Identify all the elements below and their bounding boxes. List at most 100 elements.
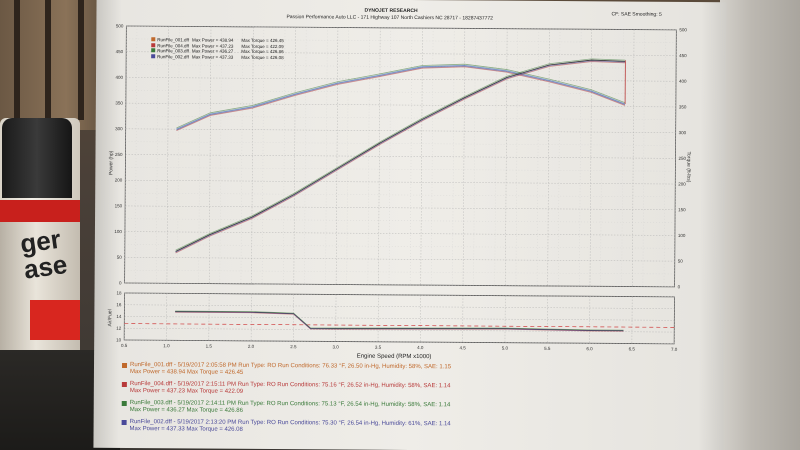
torque-curve bbox=[176, 63, 626, 129]
x-tick-label: 5.0 bbox=[502, 346, 509, 351]
legend-entry: RunFile_002.dff Max Power = 437.33 Max Tor… bbox=[151, 53, 284, 60]
y2-tick-label: 450 bbox=[679, 53, 687, 58]
af-gridline bbox=[124, 316, 675, 321]
x-minor-gridline bbox=[600, 29, 603, 287]
y-minor-gridline bbox=[125, 167, 676, 172]
legend-swatch bbox=[151, 37, 156, 42]
run-color-swatch bbox=[121, 362, 128, 369]
legend-file: RunFile_002.dff bbox=[157, 53, 189, 59]
airfuel-frame bbox=[123, 292, 675, 345]
x-minor-gridline bbox=[579, 29, 582, 287]
dyno-chart: 0 50 100 150 200 250 300 350 400 450 500 0 50 100 150 2… bbox=[107, 23, 691, 360]
y-gridline bbox=[125, 102, 676, 108]
y2-tick-label: 400 bbox=[679, 79, 687, 84]
spray-can-band bbox=[0, 200, 80, 222]
x-minor-gridline bbox=[558, 29, 561, 287]
x-minor-gridline bbox=[219, 26, 222, 284]
af-tick-label: 14 bbox=[116, 314, 122, 319]
x-tick-label: 1.5 bbox=[206, 344, 213, 349]
y-minor-gridline bbox=[125, 192, 676, 198]
airfuel-reference-line bbox=[124, 323, 675, 328]
guitar-neck bbox=[14, 0, 20, 120]
torque-curve bbox=[176, 66, 626, 132]
power-curve bbox=[175, 59, 626, 252]
x-minor-gridline bbox=[431, 28, 434, 286]
x-gridline bbox=[674, 29, 677, 287]
guitar-neck bbox=[45, 0, 51, 120]
run-color-swatch bbox=[121, 381, 127, 388]
y2-tick-label: 150 bbox=[678, 207, 686, 212]
x-tick-label: 1.0 bbox=[163, 343, 170, 348]
af-gridline bbox=[124, 304, 675, 309]
y-tick-label: 150 bbox=[115, 203, 123, 208]
legend-file: RunFile_001.dff bbox=[157, 37, 190, 43]
y-gridline bbox=[125, 154, 676, 159]
x-minor-gridline bbox=[494, 28, 497, 286]
chart-legend: RunFile_001.dff Max Power = 438.94 Max Tor… bbox=[151, 37, 341, 64]
x-tick-label: 2.5 bbox=[290, 344, 297, 349]
run-max-values: Max Power = 436.27 Max Torque = 426.86 bbox=[129, 407, 244, 414]
x-tick-label: 6.0 bbox=[586, 346, 593, 351]
y-tick-label: 500 bbox=[116, 23, 124, 28]
y-tick-label: 250 bbox=[115, 152, 123, 157]
x-gridline bbox=[166, 26, 169, 284]
x-tick-label: 7.0 bbox=[671, 347, 678, 352]
run-max-values: Max Power = 437.33 Max Torque = 426.08 bbox=[129, 426, 243, 433]
x-minor-gridline bbox=[261, 26, 265, 284]
x-minor-gridline bbox=[642, 29, 645, 287]
plot-lines bbox=[175, 58, 626, 332]
y-minor-gridline bbox=[124, 244, 675, 249]
guitar-wall bbox=[0, 0, 110, 130]
x-minor-gridline bbox=[156, 26, 159, 284]
x-gridline bbox=[378, 27, 381, 285]
y-tick-label: 200 bbox=[115, 178, 123, 183]
y-tick-label: 350 bbox=[115, 101, 123, 106]
legend-power: Max Power = 437.23 bbox=[191, 42, 234, 49]
x-gridline bbox=[589, 29, 592, 287]
y-tick-label: 400 bbox=[115, 75, 123, 80]
x-minor-gridline bbox=[135, 26, 138, 284]
x-gridline bbox=[632, 29, 635, 287]
x-minor-gridline bbox=[663, 29, 666, 287]
x-minor-gridline bbox=[177, 26, 180, 284]
y-gridline bbox=[124, 257, 675, 262]
y-minor-gridline bbox=[125, 218, 676, 223]
run-color-swatch bbox=[121, 419, 127, 426]
run-max-values: Max Power = 437.23 Max Torque = 422.09 bbox=[129, 388, 244, 395]
x-minor-gridline bbox=[325, 27, 328, 285]
x-gridline bbox=[462, 28, 466, 286]
x-minor-gridline bbox=[240, 26, 243, 284]
legend-torque: Max Torque = 426.45 bbox=[241, 37, 284, 44]
y-tick-label: 100 bbox=[114, 229, 122, 234]
power-curve bbox=[175, 60, 626, 253]
torque-curve bbox=[176, 64, 626, 130]
y-minor-gridline bbox=[124, 270, 675, 275]
x-tick-label: 3.5 bbox=[375, 345, 382, 350]
torque-axis-label: Torque (ft-lbs) bbox=[685, 151, 691, 182]
legend-swatch bbox=[151, 53, 156, 58]
af-tick-label: 12 bbox=[116, 326, 122, 331]
af-tick-label: 16 bbox=[116, 302, 122, 307]
y-tick-label: 0 bbox=[119, 280, 122, 285]
legend-power: Max Power = 437.33 bbox=[191, 53, 234, 60]
y-gridline bbox=[125, 180, 676, 185]
power-axis-label: Power (hp) bbox=[108, 150, 114, 175]
y-gridline bbox=[126, 77, 677, 82]
x-tick-label: 2.0 bbox=[248, 344, 255, 349]
airfuel-curve bbox=[175, 310, 624, 331]
power-curve bbox=[175, 61, 626, 254]
legend-power: Max Power = 436.27 bbox=[191, 48, 234, 54]
y2-tick-label: 300 bbox=[679, 130, 687, 135]
x-minor-gridline bbox=[198, 26, 201, 284]
x-minor-gridline bbox=[536, 28, 540, 286]
y2-tick-label: 0 bbox=[678, 284, 681, 289]
x-gridline bbox=[124, 26, 127, 284]
x-tick-label: 0.5 bbox=[121, 343, 128, 348]
airfuel-chart-grid: 0.5 1.0 1.5 2.0 2.5 3.0 3.5 4.0 4.5 5.0 5.5 6.0 6.5 7… bbox=[116, 290, 678, 351]
run-max-values: Max Power = 438.94 Max Torque = 426.45 bbox=[129, 369, 244, 376]
af-tick-label: 10 bbox=[116, 337, 122, 342]
x-tick-label: 4.0 bbox=[417, 345, 424, 350]
legend-file: RunFile_004.dff bbox=[157, 42, 189, 48]
x-gridline bbox=[420, 28, 423, 286]
guitar-neck bbox=[78, 0, 84, 120]
